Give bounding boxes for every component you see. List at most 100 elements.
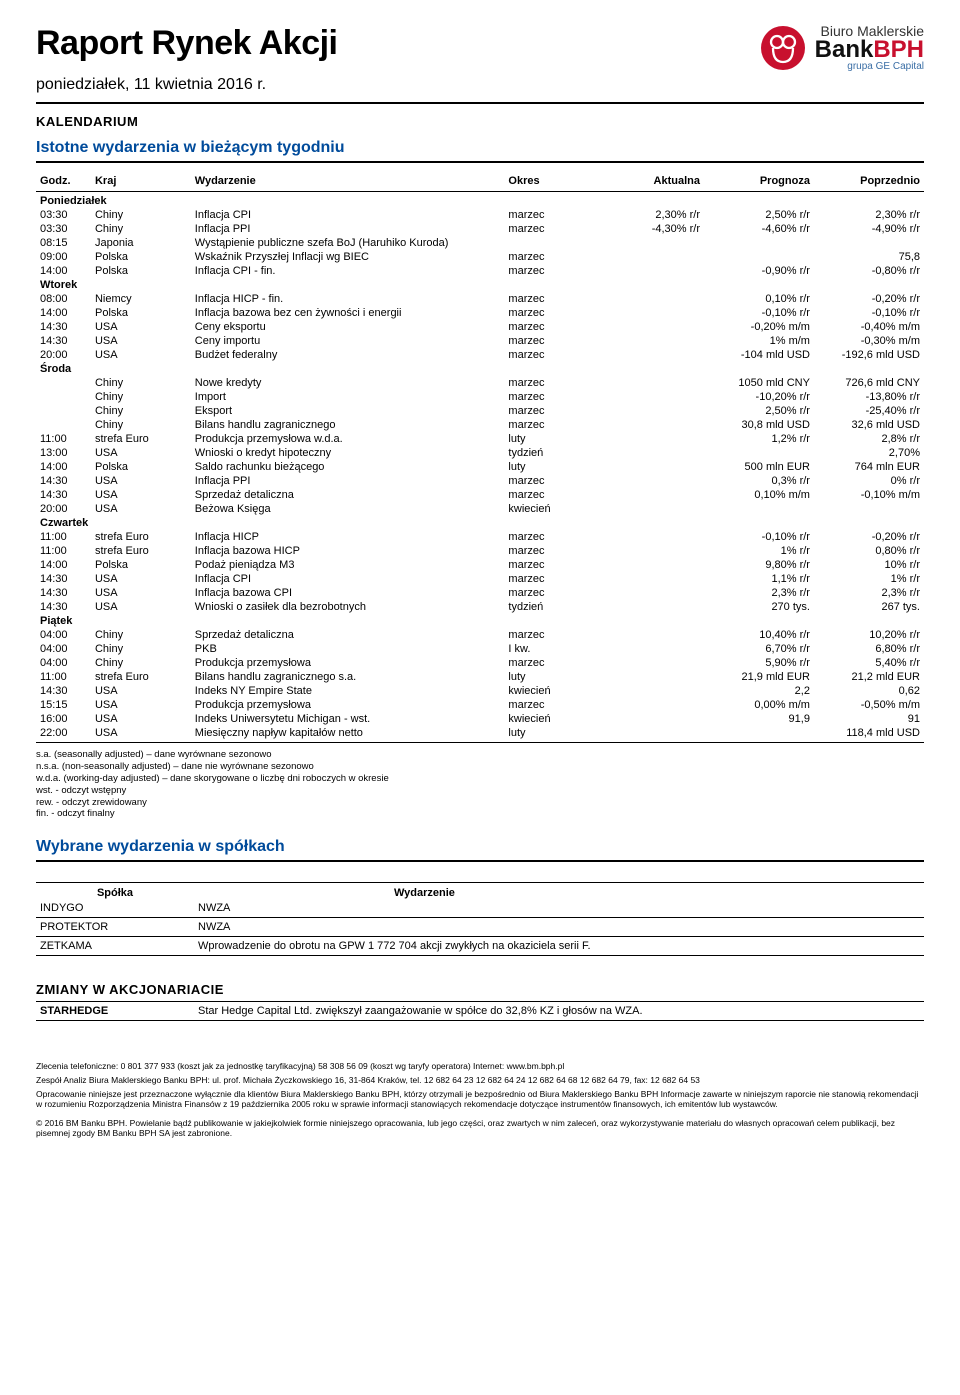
cell xyxy=(594,474,704,488)
calendar-col-0: Godz. xyxy=(36,173,91,189)
cell: 15:15 xyxy=(36,698,91,712)
table-row: 14:30USACeny eksportumarzec-0,20% m/m-0,… xyxy=(36,320,924,334)
footnote: fin. - odczyt finalny xyxy=(36,808,924,820)
cell: marzec xyxy=(504,572,594,586)
cell: marzec xyxy=(504,390,594,404)
cell: USA xyxy=(91,726,191,740)
table-row: 14:30USASprzedaż detalicznamarzec0,10% m… xyxy=(36,488,924,502)
cell: marzec xyxy=(504,530,594,544)
calendar-col-2: Wydarzenie xyxy=(191,173,505,189)
cell: marzec xyxy=(504,474,594,488)
cell: Produkcja przemysłowa xyxy=(191,656,505,670)
cell: 14:30 xyxy=(36,320,91,334)
cell xyxy=(704,726,814,740)
divider xyxy=(36,1001,924,1002)
cell: Wprowadzenie do obrotu na GPW 1 772 704 … xyxy=(194,939,924,953)
cell: USA xyxy=(91,488,191,502)
date-subtitle: poniedziałek, 11 kwietnia 2016 r. xyxy=(36,76,924,94)
table-row: 14:00PolskaInflacja bazowa bez cen żywno… xyxy=(36,306,924,320)
cell: Indeks NY Empire State xyxy=(191,684,505,698)
cell: luty xyxy=(504,726,594,740)
cell: Import xyxy=(191,390,505,404)
cell: 0,00% m/m xyxy=(704,698,814,712)
table-row: ChinyEksportmarzec2,50% r/r-25,40% r/r xyxy=(36,404,924,418)
table-row: 22:00USAMiesięczny napływ kapitałów nett… xyxy=(36,726,924,740)
cell: -0,80% r/r xyxy=(814,264,924,278)
cell: Polska xyxy=(91,306,191,320)
cell: -0,20% r/r xyxy=(814,292,924,306)
cell: Bilans handlu zagranicznego xyxy=(191,418,505,432)
cell: -0,40% m/m xyxy=(814,320,924,334)
cell: strefa Euro xyxy=(91,670,191,684)
table-row: 04:00ChinyPKBI kw.6,70% r/r6,80% r/r xyxy=(36,642,924,656)
table-row: 11:00strefa EuroBilans handlu zagraniczn… xyxy=(36,670,924,684)
table-row: 14:30USACeny importumarzec1% m/m-0,30% m… xyxy=(36,334,924,348)
cell: 91,9 xyxy=(704,712,814,726)
cell: 1% r/r xyxy=(704,544,814,558)
cell: Chiny xyxy=(91,642,191,656)
table-row: 14:30USAInflacja CPImarzec1,1% r/r1% r/r xyxy=(36,572,924,586)
cell: USA xyxy=(91,502,191,516)
table-row: ZETKAMAWprowadzenie do obrotu na GPW 1 7… xyxy=(36,939,924,953)
istotne-heading: Istotne wydarzenia w bieżącym tygodniu xyxy=(36,139,924,157)
cell: Japonia xyxy=(91,236,191,250)
table-row: 15:15USAProdukcja przemysłowamarzec0,00%… xyxy=(36,698,924,712)
cell: luty xyxy=(504,432,594,446)
cell: marzec xyxy=(504,404,594,418)
cell: kwiecień xyxy=(504,684,594,698)
cell: marzec xyxy=(504,348,594,362)
cell xyxy=(594,558,704,572)
cell: Inflacja HICP xyxy=(191,530,505,544)
cell: Chiny xyxy=(91,628,191,642)
cell: 2,8% r/r xyxy=(814,432,924,446)
cell xyxy=(594,460,704,474)
table-row: 11:00strefa EuroProdukcja przemysłowa w.… xyxy=(36,432,924,446)
cell: 11:00 xyxy=(36,670,91,684)
cell xyxy=(36,376,91,390)
day-row: Czwartek xyxy=(36,516,924,530)
cell: Budżet federalny xyxy=(191,348,505,362)
cell: marzec xyxy=(504,544,594,558)
cell: 13:00 xyxy=(36,446,91,460)
cell: Polska xyxy=(91,460,191,474)
cell: marzec xyxy=(504,250,594,264)
cell xyxy=(814,236,924,250)
calendar-header-row: Godz.KrajWydarzenieOkresAktualnaPrognoza… xyxy=(36,173,924,189)
day-label: Wtorek xyxy=(36,278,924,292)
cell: 1,1% r/r xyxy=(704,572,814,586)
footnote: wst. - odczyt wstępny xyxy=(36,785,924,797)
cell: kwiecień xyxy=(504,712,594,726)
cell: -4,60% r/r xyxy=(704,222,814,236)
cell: 14:00 xyxy=(36,264,91,278)
cell: Produkcja przemysłowa w.d.a. xyxy=(191,432,505,446)
calendar-table: Godz.KrajWydarzenieOkresAktualnaPrognoza… xyxy=(36,173,924,740)
cell: marzec xyxy=(504,656,594,670)
cell: 75,8 xyxy=(814,250,924,264)
header: Raport Rynek Akcji Biuro Maklerskie Bank… xyxy=(36,24,924,72)
cell: 91 xyxy=(814,712,924,726)
cell: Inflacja PPI xyxy=(191,474,505,488)
cell: Ceny importu xyxy=(191,334,505,348)
cell: 11:00 xyxy=(36,530,91,544)
cell: Wystąpienie publiczne szefa BoJ (Haruhik… xyxy=(191,236,505,250)
cell: 9,80% r/r xyxy=(704,558,814,572)
cell: Inflacja bazowa HICP xyxy=(191,544,505,558)
cell: -4,30% r/r xyxy=(594,222,704,236)
header-left: Raport Rynek Akcji xyxy=(36,24,338,69)
cell: 04:00 xyxy=(36,628,91,642)
cell: 10,40% r/r xyxy=(704,628,814,642)
cell: luty xyxy=(504,670,594,684)
cell: Inflacja CPI - fin. xyxy=(191,264,505,278)
table-row: ChinyNowe kredytymarzec1050 mld CNY726,6… xyxy=(36,376,924,390)
logo-text: Biuro Maklerskie BankBPH grupa GE Capita… xyxy=(815,24,924,72)
cell xyxy=(704,236,814,250)
shareholders-table: STARHEDGEStar Hedge Capital Ltd. zwiększ… xyxy=(36,1004,924,1018)
cell: 14:30 xyxy=(36,488,91,502)
cell: marzec xyxy=(504,264,594,278)
cell: 2,3% r/r xyxy=(704,586,814,600)
cell: Inflacja bazowa CPI xyxy=(191,586,505,600)
cell: 6,70% r/r xyxy=(704,642,814,656)
day-row: Wtorek xyxy=(36,278,924,292)
cell xyxy=(594,530,704,544)
cell: Saldo rachunku bieżącego xyxy=(191,460,505,474)
